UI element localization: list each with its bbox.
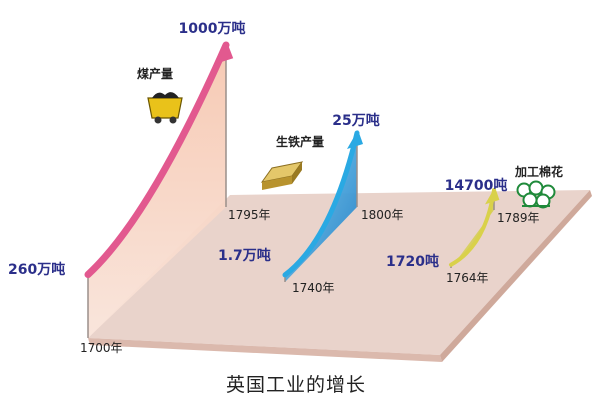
coal-cart-body bbox=[147, 97, 183, 119]
iron-start-value-label: 1.7万吨 bbox=[218, 247, 271, 264]
iron-ingot-icon bbox=[260, 161, 304, 190]
cotton-ball-4 bbox=[535, 193, 551, 209]
coal-cart-wheel-left bbox=[154, 116, 162, 124]
series-line-1 bbox=[282, 130, 360, 278]
coal-cart-icon bbox=[147, 92, 183, 124]
cotton-boll-icon bbox=[516, 180, 556, 209]
coal-series-label: 煤产量 bbox=[137, 66, 173, 81]
coal-cart-wheel-right bbox=[169, 116, 177, 124]
coal-start-value-label: 260万吨 bbox=[8, 261, 65, 278]
series-line-0 bbox=[84, 41, 230, 279]
iron-series-label: 生铁产量 bbox=[276, 134, 324, 149]
series-arrowhead-0 bbox=[214, 42, 234, 65]
cotton-start-year-label: 1764年 bbox=[446, 271, 489, 285]
series-arrowhead-1 bbox=[347, 130, 363, 149]
cotton-series-label: 加工棉花 bbox=[514, 164, 563, 179]
cotton-end-value-label: 14700吨 bbox=[445, 177, 508, 194]
iron-start-year-label: 1740年 bbox=[292, 281, 335, 295]
floor-edge-right bbox=[440, 190, 592, 362]
cotton-ball-3 bbox=[522, 192, 538, 208]
coal-start-year-label: 1700年 bbox=[80, 341, 123, 355]
coal-heap bbox=[152, 92, 179, 98]
ingot-front bbox=[262, 176, 292, 190]
cotton-end-year-label: 1789年 bbox=[497, 211, 540, 225]
coal-end-year-label: 1795年 bbox=[228, 208, 271, 222]
figure-caption: 英国工业的增长 bbox=[225, 374, 366, 396]
series-area-1 bbox=[285, 133, 357, 282]
coal-end-value-label: 1000万吨 bbox=[179, 20, 246, 37]
iron-end-value-label: 25万吨 bbox=[332, 112, 379, 129]
floor-plane bbox=[88, 190, 590, 355]
cotton-start-value-label: 1720吨 bbox=[386, 253, 439, 270]
iron-end-year-label: 1800年 bbox=[361, 208, 404, 222]
floor-edge-front bbox=[88, 338, 442, 362]
series-arrowhead-2 bbox=[485, 187, 500, 205]
series-area-0 bbox=[88, 45, 226, 338]
ingot-side bbox=[292, 162, 302, 184]
